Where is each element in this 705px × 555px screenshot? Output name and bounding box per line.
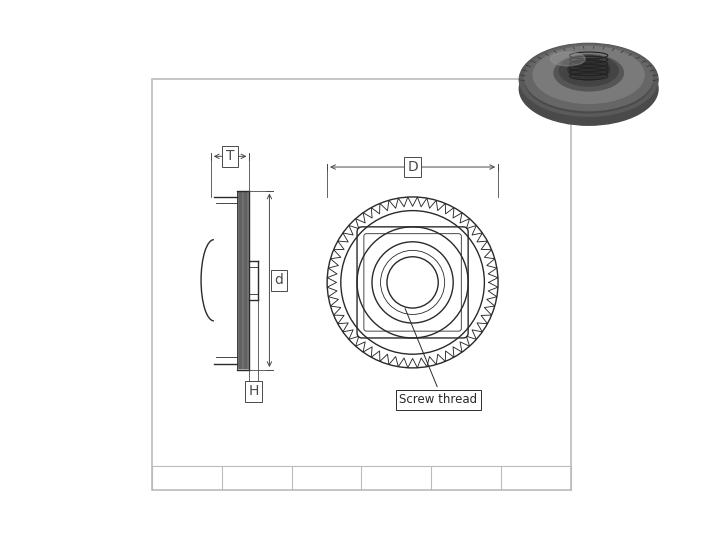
Ellipse shape bbox=[520, 43, 658, 116]
Ellipse shape bbox=[525, 47, 653, 113]
Text: Screw thread: Screw thread bbox=[399, 393, 477, 406]
Text: H: H bbox=[248, 385, 259, 398]
Ellipse shape bbox=[551, 52, 585, 66]
Text: D: D bbox=[407, 160, 418, 174]
Ellipse shape bbox=[554, 55, 623, 91]
Text: d: d bbox=[274, 273, 283, 287]
Ellipse shape bbox=[525, 45, 653, 110]
Ellipse shape bbox=[533, 47, 644, 103]
Ellipse shape bbox=[559, 56, 618, 86]
Ellipse shape bbox=[520, 52, 658, 125]
Ellipse shape bbox=[568, 59, 610, 80]
Text: T: T bbox=[226, 149, 234, 163]
